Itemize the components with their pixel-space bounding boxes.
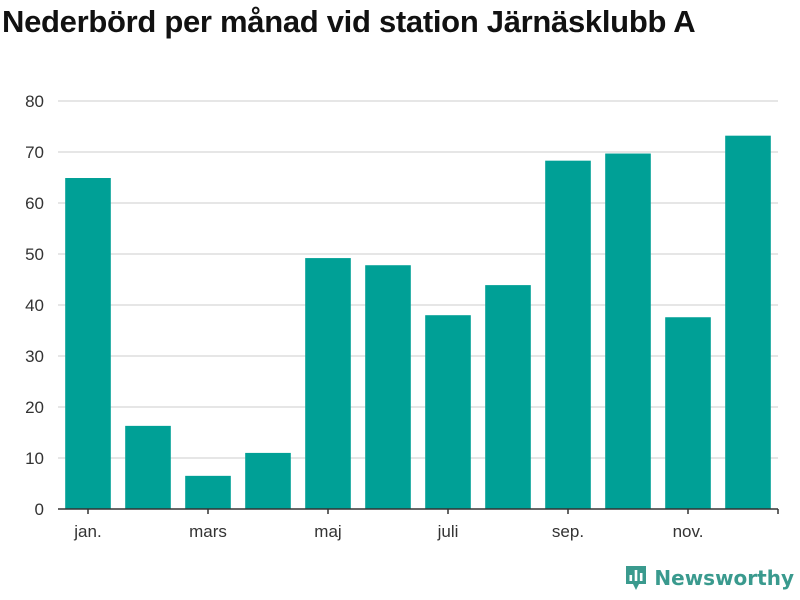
y-tick-label: 40 [25,296,44,315]
bar-nov. [665,317,711,509]
bar-juni [365,265,411,509]
y-tick-label: 10 [25,449,44,468]
y-axis-labels: 0 10 20 30 40 50 60 70 80 [25,92,44,519]
x-tick-label: jan. [73,522,101,541]
y-tick-label: 70 [25,143,44,162]
gridlines [58,100,778,459]
brand-name: Newsworthy [654,566,794,590]
bar-aug. [485,285,531,509]
bar-juli [425,315,471,509]
bar-mars [185,475,231,509]
x-tick-label: maj [314,522,341,541]
bar-series [65,135,771,510]
x-axis-labels: jan. mars maj juli sep. nov. [73,522,703,541]
brand: Newsworthy [624,564,794,592]
bar-sep. [545,160,591,510]
y-tick-label: 0 [35,500,44,519]
y-tick-label: 20 [25,398,44,417]
y-tick-label: 30 [25,347,44,366]
axes [58,508,779,514]
newsworthy-logo-icon [626,566,647,590]
chart-title: Nederbörd per månad vid station Järnäskl… [2,4,696,39]
y-tick-label: 50 [25,245,44,264]
x-tick-label: nov. [673,522,704,541]
x-tick-label: mars [189,522,227,541]
y-tick-label: 60 [25,194,44,213]
bar-feb. [125,425,171,509]
bar-jan. [65,178,111,509]
bar-apr. [245,452,291,509]
bar-okt. [605,153,651,509]
x-tick-label: juli [437,522,459,541]
x-tick-label: sep. [552,522,584,541]
bar-dec. [725,135,771,509]
bar-maj [305,258,351,509]
y-tick-label: 80 [25,92,44,111]
